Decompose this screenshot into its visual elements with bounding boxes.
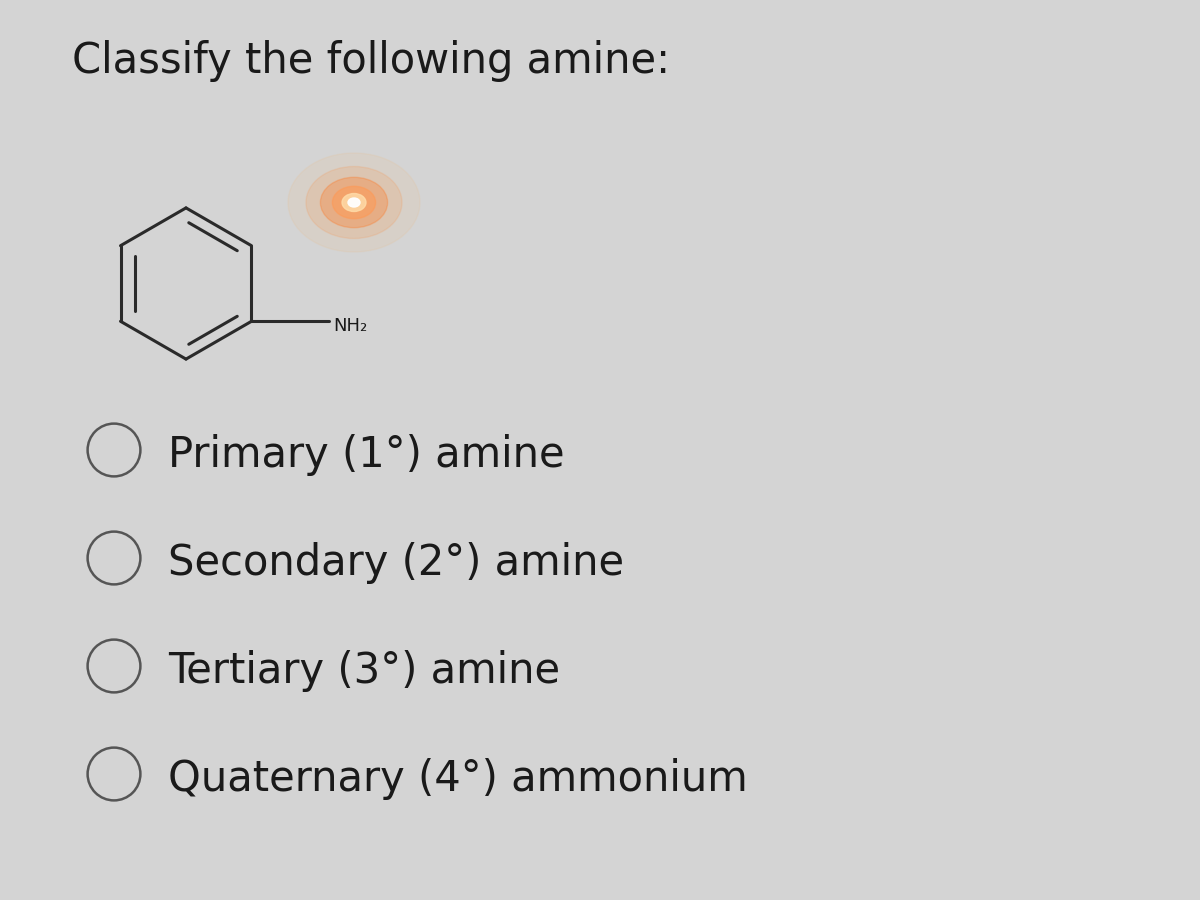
Text: NH₂: NH₂ [334, 317, 367, 335]
Text: Primary (1°) amine: Primary (1°) amine [168, 434, 565, 475]
Circle shape [306, 166, 402, 238]
Text: Classify the following amine:: Classify the following amine: [72, 40, 670, 83]
Circle shape [332, 186, 376, 219]
Text: Secondary (2°) amine: Secondary (2°) amine [168, 542, 624, 583]
Circle shape [342, 194, 366, 212]
Text: Quaternary (4°) ammonium: Quaternary (4°) ammonium [168, 758, 748, 799]
Text: Tertiary (3°) amine: Tertiary (3°) amine [168, 650, 560, 691]
Circle shape [320, 177, 388, 228]
Circle shape [288, 153, 420, 252]
Circle shape [348, 198, 360, 207]
